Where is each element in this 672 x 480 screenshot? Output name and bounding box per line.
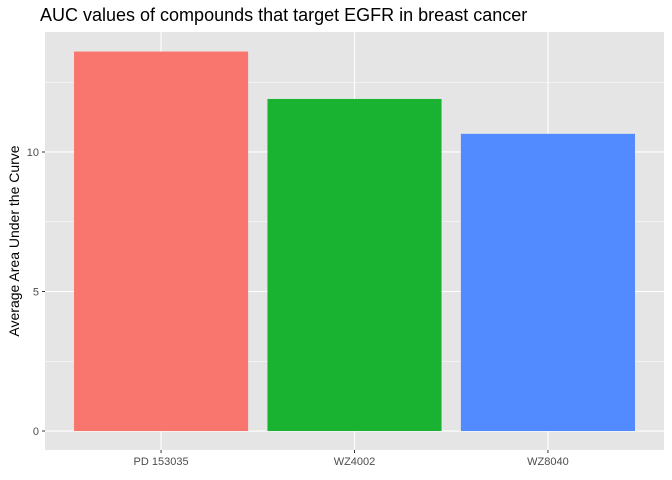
x-tick-label: WZ4002 [334,456,376,468]
x-tick-label: WZ8040 [527,456,569,468]
x-tick-label: PD 153035 [134,456,189,468]
bar [460,133,635,432]
bar [267,98,442,432]
y-tick-label: 5 [33,287,39,299]
y-tick-label: 0 [33,426,39,438]
bars [74,51,635,432]
chart-title: AUC values of compounds that target EGFR… [40,5,527,25]
y-axis-label: Average Area Under the Curve [6,145,22,336]
x-axis: PD 153035 WZ4002 WZ8040 [134,450,569,468]
y-axis: 0 5 10 [27,147,45,438]
bar [74,51,249,432]
y-tick-label: 10 [27,147,39,159]
